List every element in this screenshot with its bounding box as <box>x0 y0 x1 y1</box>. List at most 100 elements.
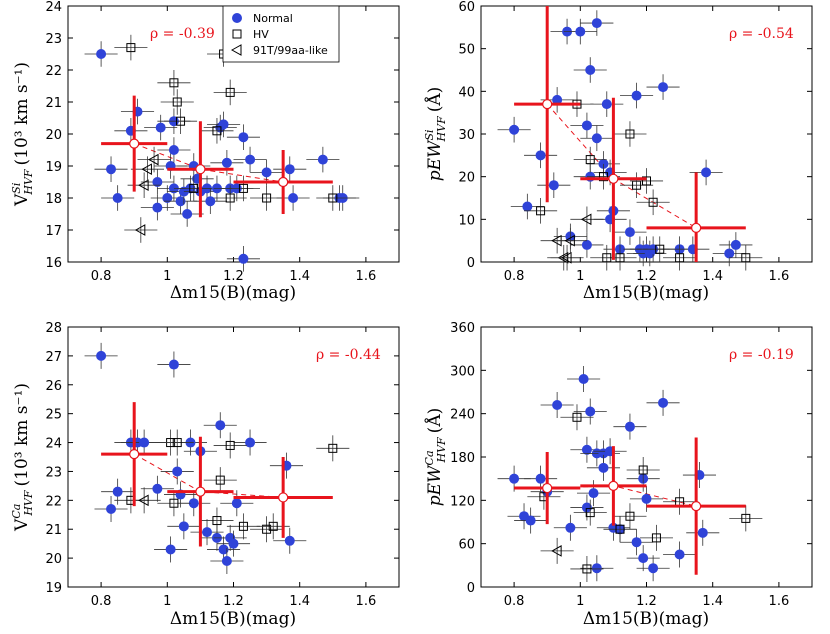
point-normal <box>139 437 150 448</box>
point-normal <box>552 94 563 105</box>
x-tick-label: 1.4 <box>702 594 723 609</box>
y-tick-label: 30 <box>458 128 475 143</box>
point-hv <box>615 524 625 534</box>
ylabel-main: pEW <box>425 139 445 181</box>
y-tick-label: 120 <box>450 494 475 509</box>
point-normal <box>658 397 669 408</box>
ylabel-sup: Si <box>423 129 436 140</box>
point-normal <box>168 145 179 155</box>
y-tick-label: 0 <box>467 581 475 596</box>
panel-v-ca: 0.8 1 1.2 1.4 1.6 19 20 21 22 23 24 25 26 27 28 ρ = -0… <box>45 321 400 609</box>
point-normal <box>535 150 546 161</box>
point-hv <box>655 244 665 254</box>
ylabel-v-ca: VCaHVF (10³ km s⁻¹) <box>10 383 35 532</box>
point-hv <box>741 513 751 523</box>
rho-annotation: ρ = -0.39 <box>150 26 215 42</box>
ylabel-pew-si: pEWSiHVF (Å) <box>423 87 448 182</box>
y-tick-label: 26 <box>45 379 62 394</box>
point-hv <box>172 438 182 448</box>
point-normal <box>221 157 232 168</box>
point-normal <box>548 180 559 191</box>
point-normal <box>575 26 586 37</box>
y-tick-label: 17 <box>45 224 62 239</box>
ylabel-units: (10³ km s⁻¹) <box>12 62 32 165</box>
bin-mean-marker <box>691 222 702 233</box>
y-tick-label: 24 <box>45 0 62 15</box>
point-91t <box>561 251 572 264</box>
point-hv <box>651 533 661 543</box>
point-normal <box>588 488 599 499</box>
point-normal <box>674 549 685 560</box>
x-tick-label: 0.8 <box>504 269 525 284</box>
y-tick-label: 360 <box>450 321 475 336</box>
y-tick-label: 22 <box>45 64 62 79</box>
point-91t <box>138 494 149 507</box>
point-normal <box>624 227 635 238</box>
point-normal <box>631 90 642 101</box>
ylabel-units: (Å) <box>424 87 445 113</box>
ylabel-main: pEW <box>425 464 445 506</box>
point-hv <box>585 508 595 518</box>
ylabel-sup: Ca <box>423 450 436 465</box>
point-91t <box>134 224 146 236</box>
point-hv <box>215 475 225 485</box>
point-normal <box>245 437 256 448</box>
x-tick-label: 1.2 <box>636 269 657 284</box>
point-normal <box>172 466 183 477</box>
y-tick-label: 23 <box>45 465 62 480</box>
point-hv <box>675 253 685 263</box>
point-normal <box>106 504 117 514</box>
point-hv <box>169 78 179 88</box>
point-normal <box>182 209 193 219</box>
rho-annotation: ρ = -0.44 <box>316 347 381 363</box>
point-normal <box>231 498 242 509</box>
point-normal <box>581 239 592 250</box>
point-normal <box>701 167 712 178</box>
x-tick-label: 1.4 <box>702 269 723 284</box>
point-normal <box>238 253 249 264</box>
bin-mean-marker <box>691 501 702 512</box>
point-normal <box>658 82 669 93</box>
point-normal <box>152 483 163 494</box>
point-normal <box>112 193 123 203</box>
x-tick-label: 1 <box>576 594 584 609</box>
point-normal <box>218 544 229 555</box>
legend-label-91t: 91T/99aa-like <box>253 44 328 57</box>
y-tick-label: 23 <box>45 32 62 47</box>
xlabel-pew-si: Δm15(B)(mag) <box>583 283 709 303</box>
point-91t <box>580 213 592 226</box>
point-normal <box>96 350 107 361</box>
point-91t <box>564 234 575 247</box>
ylabel-sup: Si <box>10 183 23 194</box>
point-normal <box>155 122 166 133</box>
ylabel-v-si: VSiHVF (10³ km s⁻¹) <box>10 62 35 207</box>
y-tick-label: 0 <box>467 256 475 271</box>
panel-pew-ca: 0.8 1 1.2 1.4 1.6 0 60 120 180 240 300 360 ρ = -0.1… <box>450 321 813 609</box>
y-tick-label: 19 <box>45 160 62 175</box>
point-normal <box>165 544 176 555</box>
point-normal <box>591 563 602 574</box>
ylabel-pew-ca: pEWCaHVF (Å) <box>423 408 448 506</box>
y-tick-label: 28 <box>45 321 62 336</box>
x-tick-label: 1.4 <box>289 269 310 284</box>
x-tick-label: 1.6 <box>356 594 377 609</box>
point-normal <box>245 154 256 165</box>
point-hv <box>328 443 338 453</box>
x-tick-label: 1.6 <box>356 269 377 284</box>
point-hv <box>268 521 278 531</box>
point-hv <box>648 197 658 207</box>
point-hv <box>602 253 612 263</box>
x-tick-label: 1.2 <box>636 594 657 609</box>
y-tick-label: 22 <box>45 494 62 509</box>
legend-marker-normal <box>232 13 242 23</box>
bin-mean-marker <box>278 492 289 503</box>
x-tick-label: 1.6 <box>769 594 790 609</box>
ylabel-sub: HVF <box>435 116 448 143</box>
y-tick-label: 40 <box>458 85 475 100</box>
x-tick-label: 1 <box>163 269 171 284</box>
point-hv <box>638 465 648 475</box>
point-normal <box>175 196 186 207</box>
point-normal <box>631 537 642 548</box>
point-normal <box>581 120 592 131</box>
axes-frame <box>480 326 813 588</box>
